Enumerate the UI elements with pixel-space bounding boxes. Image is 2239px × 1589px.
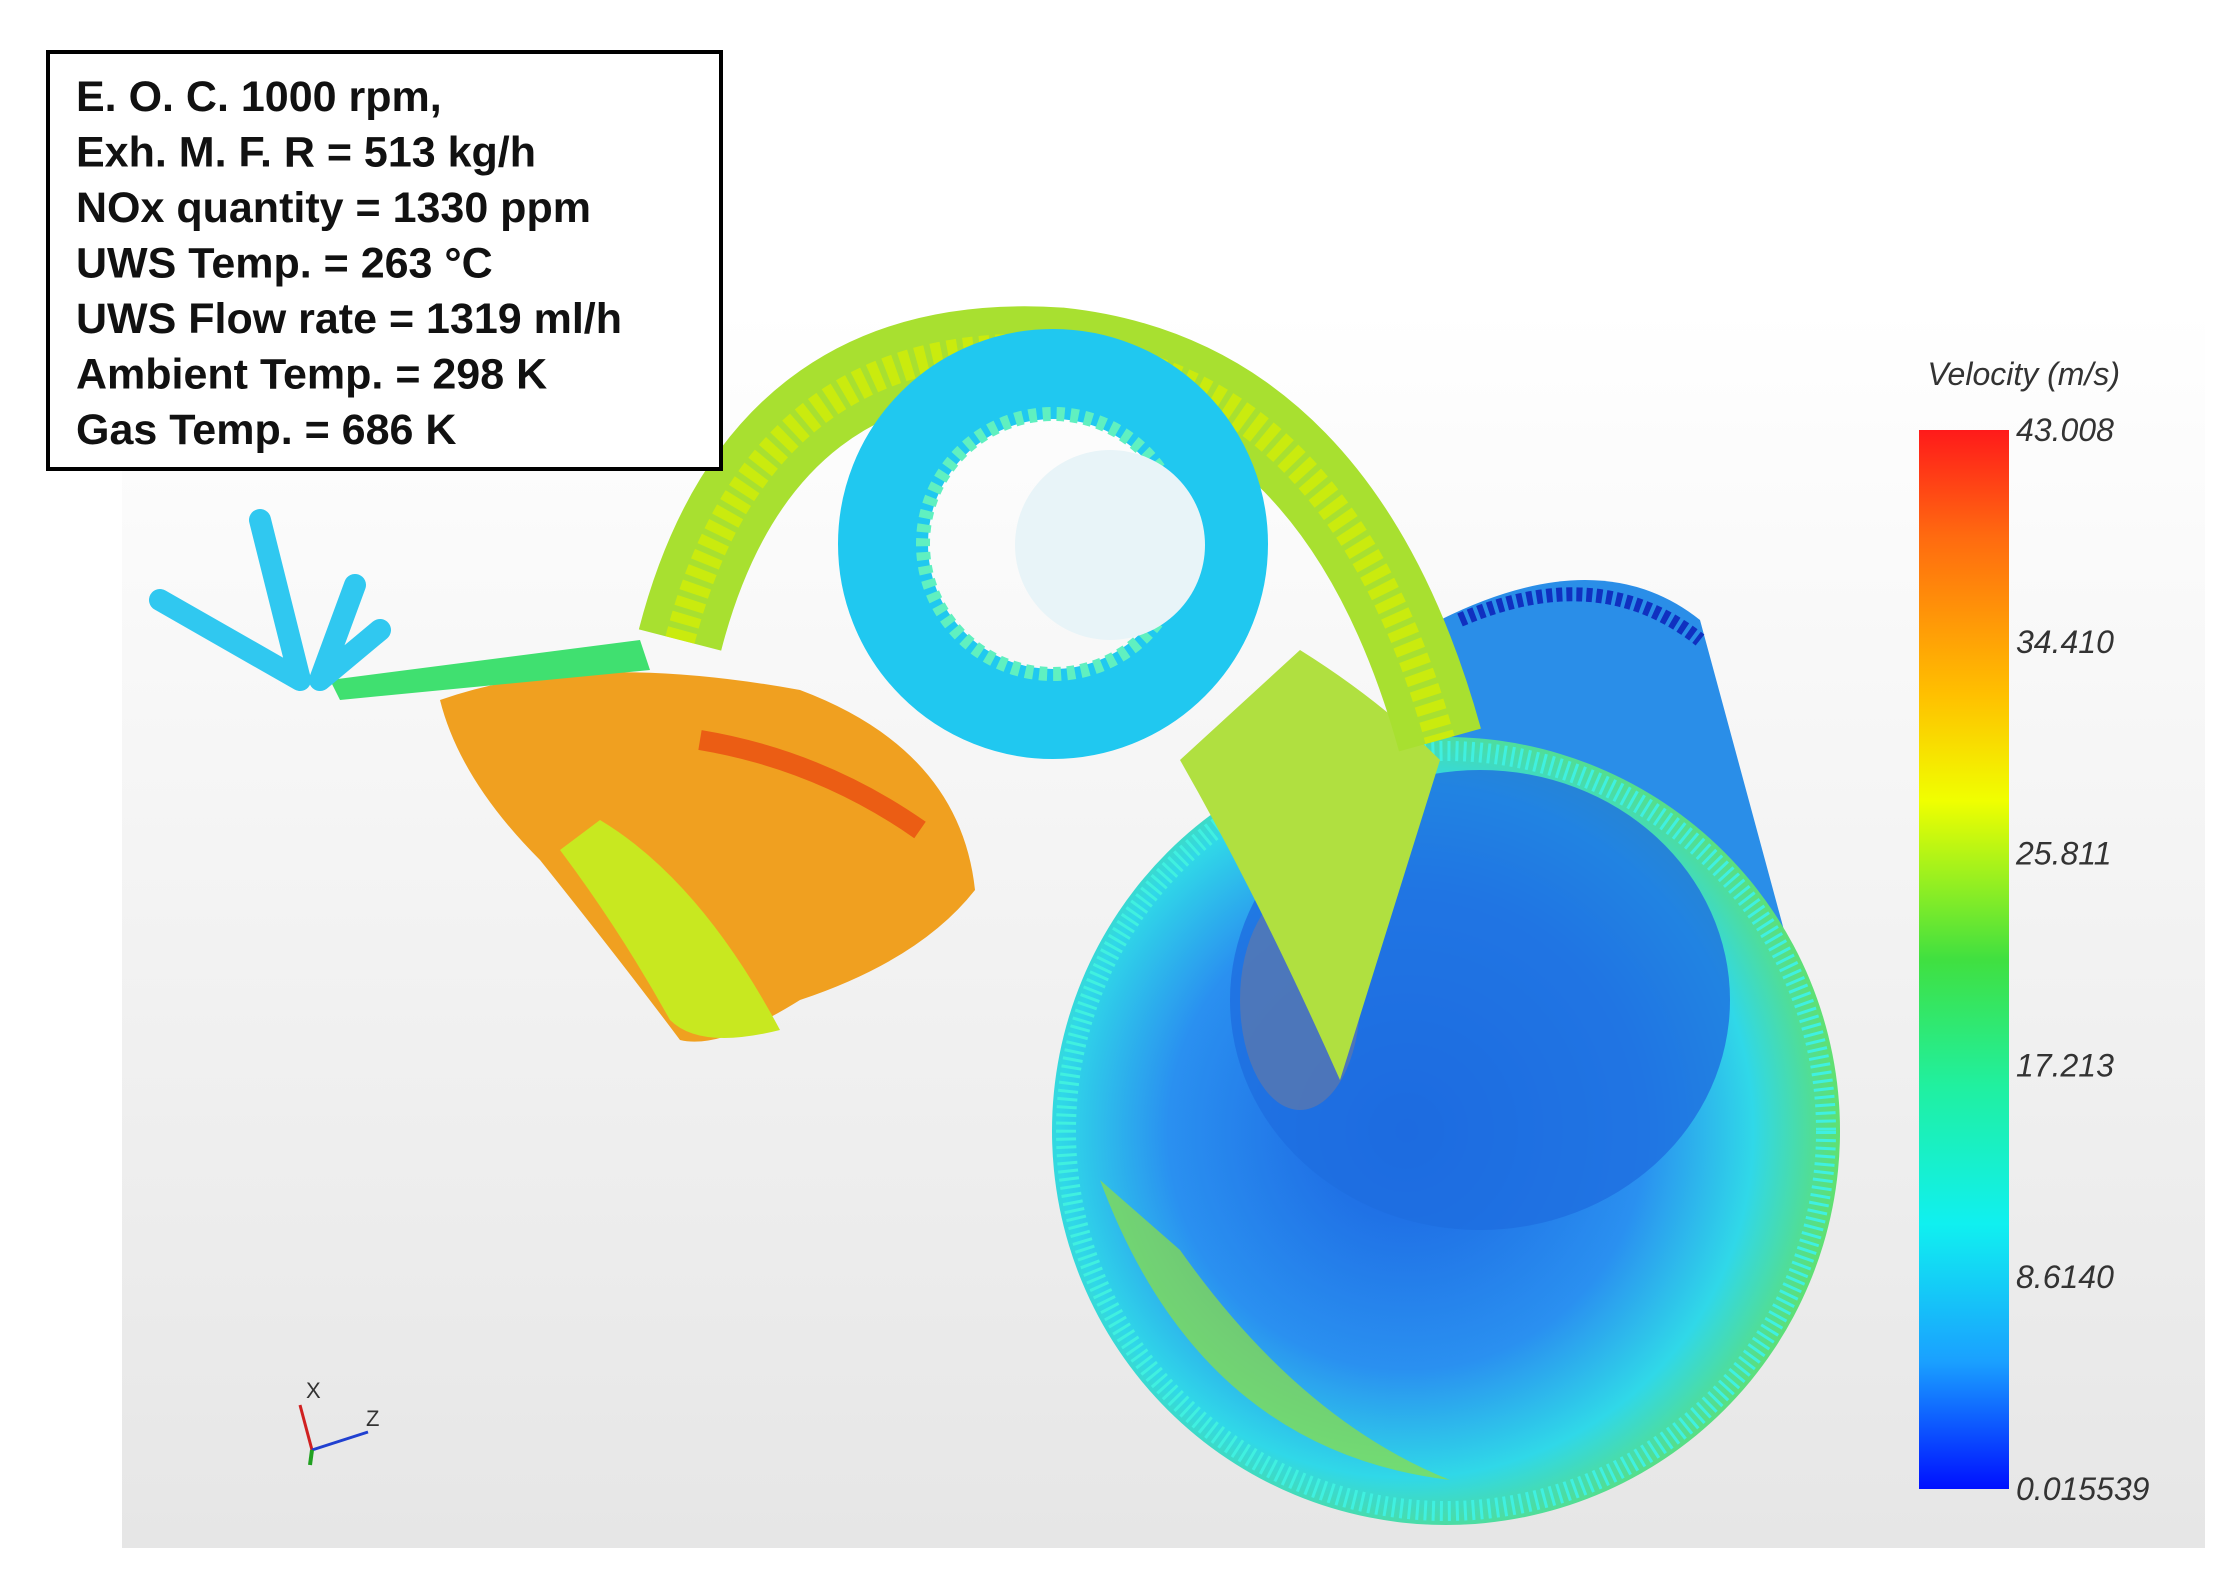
streaks [1056,741,1836,1521]
info-line: Exh. M. F. R = 513 kg/h [76,129,536,177]
colorbar-ticks: 43.008 34.410 25.811 17.213 8.6140 0.015539 [2015,412,2150,1507]
axis-x [298,1404,314,1451]
duct [1180,650,1440,1080]
colorbar [1919,430,2009,1489]
info-line: E. O. C. 1000 rpm, [76,73,442,121]
colorbar-tick-label: 0.015539 [2016,1471,2150,1507]
colorbar-title: Velocity (m/s) [1927,356,2120,392]
colorbar-tick-label: 34.410 [2016,624,2114,660]
info-text: E. O. C. 1000 rpm, Exh. M. F. R = 513 kg/… [76,73,622,454]
spray [330,640,650,700]
info-box [46,50,723,471]
colorbar-tick-label: 8.6140 [2016,1259,2114,1295]
axis-label: X [306,1378,321,1403]
info-line: UWS Flow rate = 1319 ml/h [76,295,622,343]
info-line: Ambient Temp. = 298 K [76,351,547,399]
axis-triad: X Z [298,1378,379,1466]
axis-z [311,1430,369,1452]
colorbar-tick-label: 25.811 [2015,836,2112,872]
swirl [838,329,1268,759]
inlet-plume [440,672,975,1042]
streaks [698,730,926,839]
info-line: UWS Temp. = 263 °C [76,240,493,288]
inlet-plume [560,820,780,1038]
colorbar-tick-label: 43.008 [2016,412,2114,448]
info-line: Gas Temp. = 686 K [76,406,456,454]
streaks [1457,587,1705,646]
colorbar-tick-label: 17.213 [2016,1047,2114,1083]
swirl-core [1015,450,1205,640]
info-line: NOx quantity = 1330 ppm [76,184,591,232]
axis-label: Z [366,1406,379,1431]
spray [149,509,391,691]
axis-y [308,1449,314,1466]
